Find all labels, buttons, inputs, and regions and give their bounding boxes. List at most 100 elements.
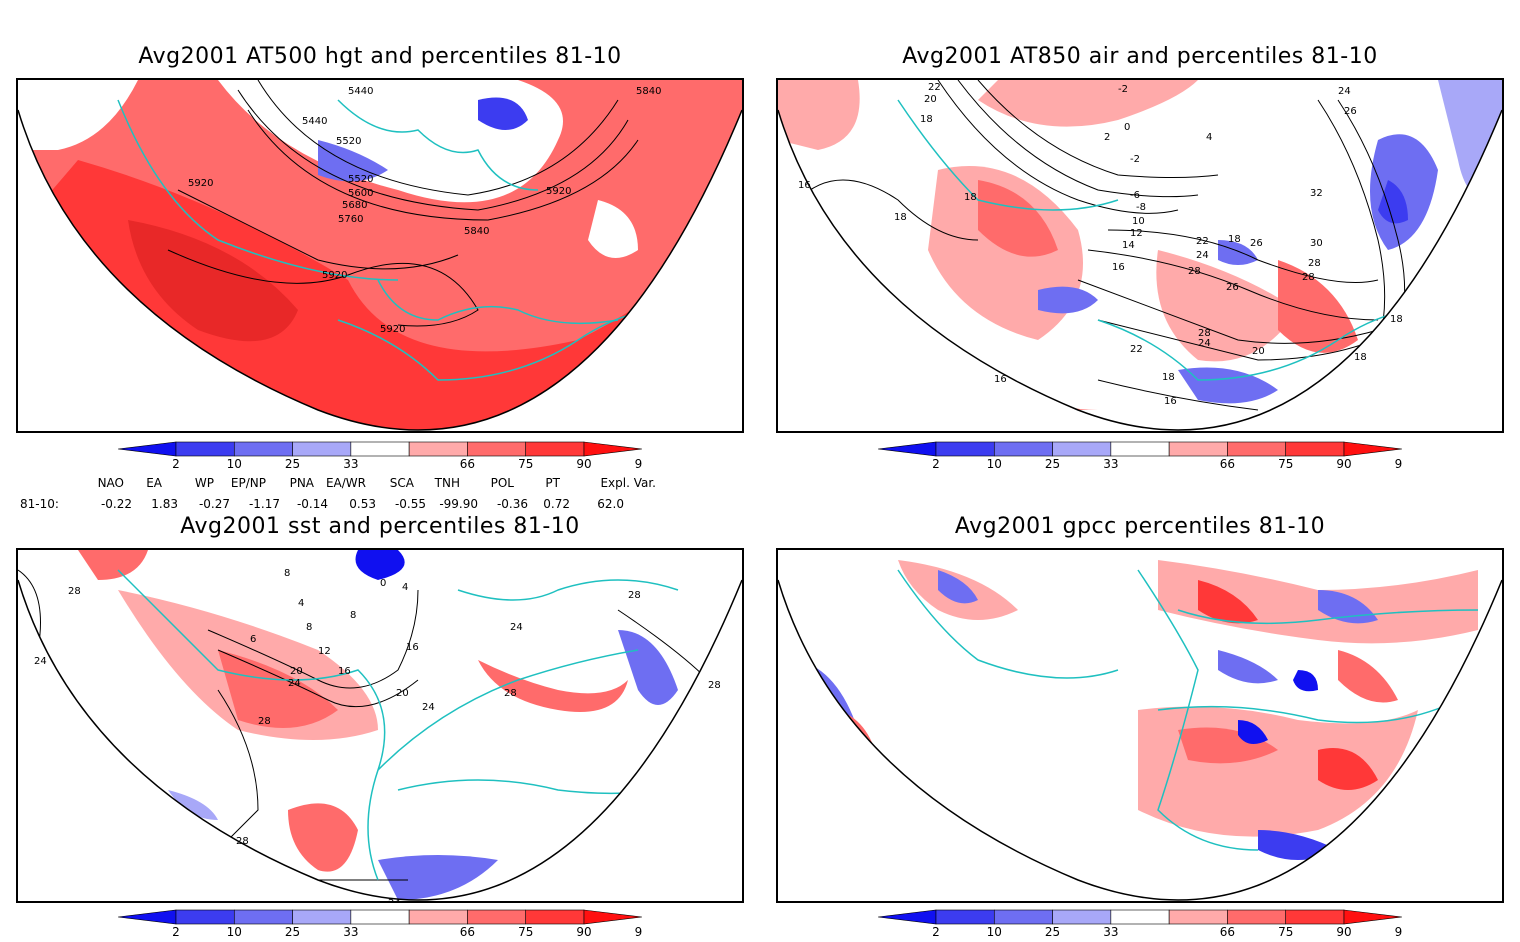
index-value-explvar: 62.0	[597, 497, 624, 511]
svg-text:28: 28	[504, 688, 517, 699]
colorbar-tick-label: 75	[518, 925, 533, 938]
svg-text:5840: 5840	[464, 226, 489, 237]
colorbar-arrow-high	[583, 441, 643, 457]
colorbar-tick-label: 75	[518, 457, 533, 470]
colorbar-segment	[1227, 909, 1287, 925]
colorbar-tick-label: 25	[285, 925, 300, 938]
svg-text:20: 20	[396, 688, 409, 699]
colorbar-segment	[292, 909, 352, 925]
indices-header-row: NAO EA WP EP/NP PNA EA/WR SCA TNH POL PT…	[0, 476, 740, 492]
colorbar-segment	[292, 441, 352, 457]
map-hgt500: 5440 5440 5520 5520 5600 5680 5760 5840 …	[16, 78, 744, 433]
svg-text:16: 16	[1112, 262, 1125, 273]
contour-labels-hgt500: 5440 5440 5520 5520 5600 5680 5760 5840 …	[188, 86, 661, 335]
svg-text:5760: 5760	[338, 214, 363, 225]
index-header-tnh: TNH	[434, 476, 460, 490]
index-header-sca: SCA	[389, 476, 414, 490]
colorbar-tick-label: 33	[1103, 925, 1118, 938]
svg-text:22: 22	[1130, 344, 1143, 355]
svg-text:5520: 5520	[348, 174, 373, 185]
colorbar-hgt500-svg: 2 10 25 33 66 75 90 98	[117, 441, 650, 471]
colorbar-tick-label: 2	[172, 457, 180, 470]
colorbar-tick-label: 98	[635, 925, 642, 938]
svg-text:4: 4	[402, 582, 408, 593]
colorbar-tick-label: 2	[172, 925, 180, 938]
index-row-label: 81-10:	[20, 497, 59, 511]
map-air850: 22 20 18 16 18 2 0 -2 -2 -6 -8 10 12 14 …	[776, 78, 1504, 433]
svg-text:8: 8	[350, 610, 356, 621]
colorbar-sst-svg: 2 10 25 33 66 75 90 98	[117, 909, 650, 939]
svg-text:28: 28	[1188, 266, 1201, 277]
svg-text:18: 18	[1228, 234, 1241, 245]
svg-text:6: 6	[250, 634, 256, 645]
svg-text:0: 0	[1124, 122, 1130, 133]
colorbar-tick-label: 75	[1278, 925, 1293, 938]
svg-text:4: 4	[298, 598, 304, 609]
contour-labels-air850: 22 20 18 16 18 2 0 -2 -2 -6 -8 10 12 14 …	[798, 82, 1403, 407]
svg-text:5920: 5920	[322, 270, 347, 281]
colorbar-segment	[408, 441, 468, 457]
colorbar-tick-label: 25	[1045, 925, 1060, 938]
svg-text:8: 8	[306, 622, 312, 633]
colorbar-tick-label: 66	[1220, 457, 1235, 470]
svg-text:24: 24	[34, 656, 47, 667]
svg-text:22: 22	[928, 82, 941, 93]
index-value-wp: -0.27	[198, 497, 230, 511]
index-header-eawr: EA/WR	[325, 476, 366, 490]
map-gpcc-svg	[778, 550, 1502, 901]
svg-text:18: 18	[964, 192, 977, 203]
svg-text:18: 18	[894, 212, 907, 223]
svg-text:28: 28	[258, 716, 271, 727]
colorbar-tick-label: 90	[576, 457, 591, 470]
colorbar-arrow-low	[117, 441, 177, 457]
colorbar-tick-label: 25	[285, 457, 300, 470]
svg-text:16: 16	[1164, 396, 1177, 407]
svg-text:16: 16	[994, 374, 1007, 385]
svg-text:32: 32	[1310, 188, 1323, 199]
colorbar-segment	[175, 909, 235, 925]
colorbar-tick-label: 10	[987, 457, 1002, 470]
index-header-explvar: Expl. Var.	[600, 476, 656, 490]
svg-text:2: 2	[1104, 132, 1110, 143]
svg-text:-8: -8	[1136, 202, 1146, 213]
svg-text:10: 10	[1132, 216, 1145, 227]
svg-text:20: 20	[1252, 346, 1265, 357]
colorbar-segment	[408, 909, 468, 925]
svg-text:5440: 5440	[348, 86, 373, 97]
colorbar-tick-label: 98	[1395, 925, 1402, 938]
index-header-ea: EA	[146, 476, 162, 490]
index-value-ea: 1.83	[151, 497, 178, 511]
colorbar-arrow-low	[117, 909, 177, 925]
svg-text:18: 18	[1390, 314, 1403, 325]
colorbar-tick-label: 33	[343, 925, 358, 938]
panel-title-sst: Avg2001 sst and percentiles 81-10	[180, 514, 580, 539]
index-header-pol: POL	[490, 476, 514, 490]
colorbar-segment	[525, 441, 585, 457]
svg-text:28: 28	[68, 586, 81, 597]
svg-text:5920: 5920	[188, 178, 213, 189]
colorbar-tick-label: 33	[343, 457, 358, 470]
panel-title-air850: Avg2001 AT850 air and percentiles 81-10	[902, 44, 1378, 69]
colorbar-tick-label: 66	[460, 457, 475, 470]
colorbar-segment	[233, 909, 293, 925]
svg-text:-6: -6	[1130, 190, 1140, 201]
colorbar-gpcc: 2 10 25 33 66 75 90 98	[877, 908, 1410, 939]
svg-text:16: 16	[406, 642, 419, 653]
map-air850-svg: 22 20 18 16 18 2 0 -2 -2 -6 -8 10 12 14 …	[778, 80, 1502, 431]
svg-text:28: 28	[708, 680, 721, 691]
colorbar-segment	[525, 909, 585, 925]
svg-text:28: 28	[1302, 272, 1315, 283]
colorbar-tick-label: 10	[987, 925, 1002, 938]
colorbar-segment	[1168, 909, 1228, 925]
colorbar-segment	[1285, 909, 1345, 925]
svg-text:28: 28	[1198, 328, 1211, 339]
colorbar-arrow-high	[583, 909, 643, 925]
colorbar-segment	[1052, 909, 1112, 925]
index-value-tnh: -99.90	[439, 497, 478, 511]
colorbar-tick-label: 2	[932, 457, 940, 470]
colorbar-tick-label: 66	[1220, 925, 1235, 938]
index-header-pna: PNA	[289, 476, 314, 490]
colorbar-tick-label: 33	[1103, 457, 1118, 470]
colorbar-tick-label: 10	[227, 457, 242, 470]
index-value-epnp: -1.17	[248, 497, 280, 511]
